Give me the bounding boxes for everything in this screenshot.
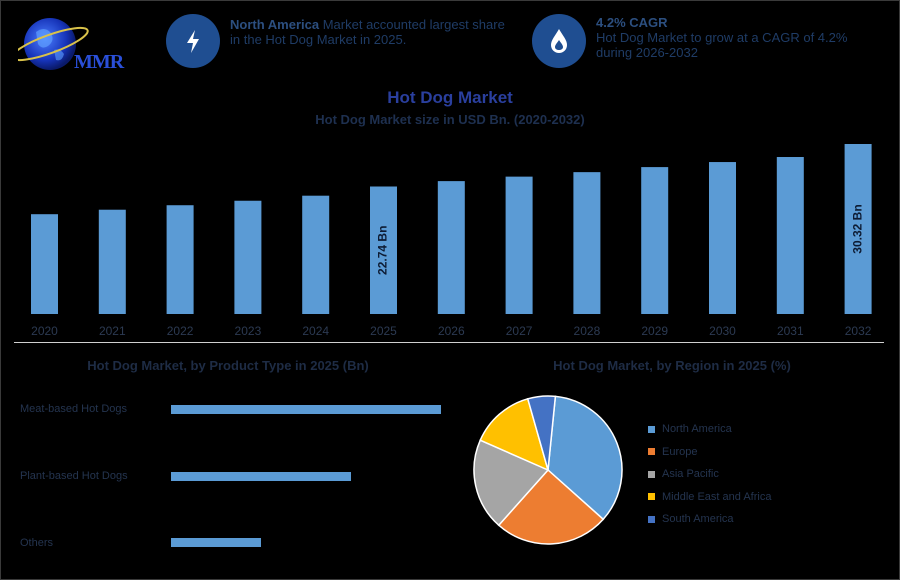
legend-label: Asia Pacific — [662, 468, 719, 481]
bar-2032 — [844, 144, 872, 314]
section-divider — [14, 342, 884, 343]
bar-2031 — [776, 157, 804, 314]
legend-swatch — [648, 470, 655, 478]
legend-swatch — [648, 515, 655, 523]
flame-drop-icon — [551, 29, 567, 53]
region-title: Hot Dog Market, by Region in 2025 (%) — [553, 358, 791, 373]
legend-label: South America — [662, 513, 734, 526]
info-body-1: Market accounted largest share in the Ho… — [230, 17, 505, 47]
bar-data-label: 30.32 Bn — [850, 204, 864, 253]
product-type-title: Hot Dog Market, by Product Type in 2025 … — [87, 358, 369, 373]
logo-text: MMR — [74, 51, 124, 73]
x-tick-label: 2023 — [235, 324, 262, 338]
main-chart-title: Hot Dog Market — [387, 88, 513, 107]
legend-swatch — [648, 425, 655, 433]
legend-item: South America — [648, 508, 771, 531]
product-category-label: Meat-based Hot Dogs — [20, 403, 127, 415]
bar-data-label: 22.74 Bn — [376, 226, 390, 275]
hbar-1 — [171, 472, 351, 481]
bar-2027 — [505, 176, 533, 314]
legend-label: Middle East and Africa — [662, 490, 772, 503]
bar-2029 — [641, 167, 669, 314]
region-legend: North America Europe Asia Pacific Middle… — [648, 418, 771, 531]
bar-2025 — [370, 186, 397, 314]
info-body-2: Hot Dog Market to grow at a CAGR of 4.2%… — [596, 30, 848, 60]
legend-item: North America — [648, 418, 771, 441]
x-tick-label: 2027 — [506, 324, 533, 338]
bar-2026 — [437, 181, 465, 314]
info-text-1: North America Market accounted largest s… — [230, 17, 510, 47]
bar-2030 — [709, 162, 736, 314]
legend-swatch — [648, 448, 655, 456]
legend-item: Europe — [648, 441, 771, 464]
product-category-label: Plant-based Hot Dogs — [20, 470, 128, 482]
main-chart-subtitle: Hot Dog Market size in USD Bn. (2020-203… — [315, 112, 585, 127]
info-text-2: 4.2% CAGR Hot Dog Market to grow at a CA… — [596, 15, 886, 60]
legend-label: Europe — [662, 445, 698, 458]
market-size-bar-chart: 2020 2021 2022 2023 2024 2025 2026 2027 2028 2029… — [31, 144, 872, 338]
legend-item: Asia Pacific — [648, 463, 771, 486]
bar-2022 — [166, 205, 194, 314]
pie-slice-1 — [497, 468, 605, 545]
bar-2023 — [234, 200, 262, 314]
x-tick-label: 2021 — [99, 324, 126, 338]
bar-2024 — [302, 195, 330, 314]
lightning-bolt-icon — [187, 30, 199, 53]
pie-slice-3 — [479, 397, 550, 472]
info-bold-2: 4.2% CAGR — [596, 15, 668, 30]
x-tick-label: 2032 — [845, 324, 872, 338]
x-tick-label: 2025 — [370, 324, 397, 338]
product-category-label: Others — [20, 537, 54, 549]
mmr-logo — [18, 14, 138, 76]
x-tick-label: 2029 — [641, 324, 668, 338]
legend-item: Middle East and Africa — [648, 486, 771, 509]
x-tick-label: 2030 — [709, 324, 736, 338]
globe-logo-icon — [18, 18, 89, 70]
x-tick-label: 2031 — [777, 324, 804, 338]
hbar-0 — [171, 405, 441, 414]
info-bold-1: North America — [230, 17, 320, 32]
info-icon-circle-2 — [532, 14, 586, 68]
product-type-bar-chart — [171, 405, 441, 547]
x-tick-label: 2022 — [167, 324, 194, 338]
pie-slice-0 — [547, 395, 623, 521]
legend-swatch — [648, 493, 655, 501]
x-tick-label: 2026 — [438, 324, 465, 338]
x-tick-label: 2028 — [574, 324, 601, 338]
legend-label: North America — [662, 423, 732, 436]
bar-2021 — [98, 209, 126, 314]
bar-2028 — [573, 172, 601, 314]
pie-slice-4 — [526, 395, 557, 471]
x-tick-label: 2024 — [302, 324, 329, 338]
pie-slice-2 — [473, 439, 550, 527]
hbar-2 — [171, 538, 261, 547]
bar-2020 — [31, 214, 58, 314]
x-tick-label: 2020 — [31, 324, 58, 338]
info-icon-circle-1 — [166, 14, 220, 68]
